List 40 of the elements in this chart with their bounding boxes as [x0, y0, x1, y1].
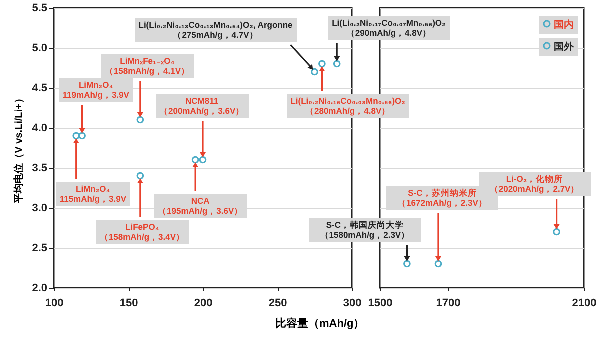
annotation: NCA （195mAh/g，3.6V）	[154, 194, 248, 218]
annotation: Li(Li₀.₂Ni₀.₁₇Co₀.₀₇Mn₀.₅₆)O₂ （290mAh/g，4.8V）	[328, 16, 450, 40]
y-tick-label: 4.0	[32, 122, 48, 134]
point	[136, 116, 144, 124]
point	[333, 60, 341, 68]
x-tick-label: 100	[45, 298, 64, 310]
x-tick-label: 250	[268, 298, 288, 310]
annotation: LiFePO₄ （158mAh/g，3.4V）	[96, 220, 190, 244]
y-tick-label: 2.5	[32, 242, 48, 254]
y-tick-label: 3.0	[32, 202, 48, 214]
point	[199, 156, 207, 164]
y-tick-label: 2.0	[32, 282, 48, 294]
annotation: Li(Li₀.₂Ni₀.₁₃Co₀.₁₃Mn₀.₅₄)O₂, Argonne （275mAh/g，4.7V）	[134, 18, 297, 42]
annotation: LiMn₂O₄ 119mAh/g，3.9V	[58, 78, 134, 102]
y-tick-label: 4.5	[32, 82, 48, 94]
x-tick-label: 300	[343, 298, 362, 310]
x-tick-label: 150	[120, 298, 138, 310]
legend-label: 国内	[554, 20, 574, 31]
y-tick-label: 5.0	[32, 42, 48, 54]
annotation: LiMnₓFe₁₋ₓO₄ （158mAh/g，4.1V）	[100, 54, 194, 78]
x-axis-title: 比容量（mAh/g）	[276, 316, 365, 331]
x-tick-label: 1500	[368, 298, 393, 310]
annotation: S-C，韩国庆尚大学（1580mAh/g，2.3V）	[309, 218, 422, 242]
point	[318, 60, 326, 68]
x-tick-label: 1700	[436, 298, 461, 310]
point	[311, 68, 318, 76]
x-tick-label: 2100	[572, 298, 597, 310]
y-tick-label: 3.5	[32, 162, 48, 174]
annotation: Li(Li₀.₂Ni₀.₁₆Co₀.₀₈Mn₀.₅₆)O₂ （280mAh/g，4.8V）	[286, 94, 410, 118]
legend-label: 国外	[554, 42, 574, 53]
annotation: Li-O₂，化物所（2020mAh/g，2.7V）	[478, 172, 591, 196]
point	[136, 172, 144, 180]
point	[192, 156, 200, 164]
x-tick-label: 200	[194, 298, 213, 310]
point	[78, 132, 86, 140]
point	[72, 132, 80, 140]
y-tick-label: 5.5	[32, 2, 48, 14]
annotation: NCM811 （200mAh/g，3.6V）	[156, 94, 249, 118]
y-axis-title: 平均电位（V vs.Li/Li+）	[13, 94, 26, 204]
annotation: LiMn₂O₄ 115mAh/g，3.9V	[56, 182, 130, 206]
